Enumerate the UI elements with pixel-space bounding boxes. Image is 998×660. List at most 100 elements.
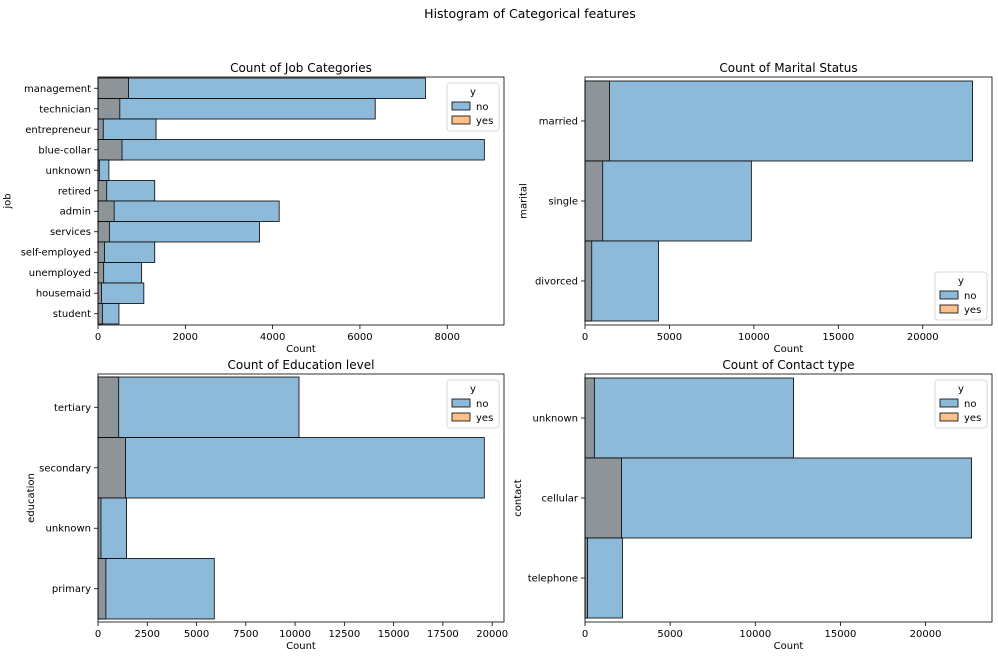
x-tick-label: 8000: [435, 332, 460, 343]
chart-title: Count of Marital Status: [719, 61, 857, 75]
bar-no: [97, 558, 215, 620]
bar-yes: [97, 376, 120, 438]
chart-title: Count of Job Categories: [230, 61, 372, 75]
x-tick-label: 0: [95, 332, 101, 343]
bar-yes: [97, 200, 115, 222]
y-tick-label: blue-collar: [38, 145, 92, 156]
legend-label-no: no: [476, 399, 488, 410]
x-tick-label: 15000: [378, 629, 410, 640]
bar-no: [97, 200, 280, 222]
legend-title: y: [958, 384, 964, 395]
x-tick-label: 5000: [657, 332, 682, 343]
y-tick-label: unknown: [533, 414, 578, 425]
x-tick-label: 10000: [739, 629, 771, 640]
bar-no: [584, 377, 795, 459]
bar-yes: [584, 160, 604, 242]
bar-yes: [97, 221, 110, 243]
x-axis-label: Count: [774, 344, 804, 355]
y-tick-label: unknown: [46, 524, 91, 535]
y-tick-label: divorced: [535, 277, 578, 288]
bar-yes: [584, 377, 595, 459]
bar-yes: [97, 303, 103, 325]
bar-no: [97, 376, 300, 438]
chart-1: management technician entrepreneur blue-col…: [3, 61, 505, 355]
legend: yno yes: [446, 379, 500, 429]
bar-no: [97, 437, 485, 499]
figure-suptitle: Histogram of Categorical features: [424, 6, 636, 21]
y-axis-label: marital: [519, 183, 530, 219]
x-tick-label: 6000: [347, 332, 372, 343]
x-axis-label: Count: [774, 641, 804, 652]
legend-swatch-no: [939, 398, 959, 408]
x-tick-label: 12500: [328, 629, 360, 640]
bar-yes: [97, 98, 121, 120]
legend-label-yes: yes: [964, 305, 981, 316]
bar-no: [584, 240, 659, 322]
bar-no: [97, 497, 127, 559]
x-tick-label: 15000: [822, 332, 854, 343]
legend: yno yes: [934, 379, 988, 429]
bar-no: [97, 221, 260, 243]
legend-label-no: no: [476, 102, 488, 113]
legend-label-no: no: [964, 291, 976, 302]
x-tick-label: 0: [582, 332, 588, 343]
y-axis-label: job: [3, 193, 14, 209]
y-tick-label: student: [53, 309, 91, 320]
y-tick-label: management: [24, 84, 91, 95]
bar-yes: [97, 497, 102, 559]
legend-label-yes: yes: [476, 413, 493, 424]
y-axis-label: contact: [513, 479, 524, 517]
bar-no: [97, 98, 376, 120]
legend: yno yes: [446, 82, 500, 132]
bar-yes: [584, 80, 610, 162]
y-tick-label: unemployed: [29, 268, 91, 279]
x-tick-label: 4000: [260, 332, 285, 343]
x-tick-label: 17500: [427, 629, 459, 640]
x-axis-label: Count: [286, 641, 316, 652]
y-axis-label: education: [26, 473, 37, 523]
chart-2: married single divorced 0 5000 10000 15000 2000…: [519, 61, 993, 355]
y-tick-label: cellular: [541, 494, 578, 505]
bar-no: [584, 457, 972, 539]
legend-title: y: [958, 276, 964, 287]
bar-no: [97, 262, 143, 284]
bar-yes: [97, 180, 108, 202]
bar-yes: [97, 282, 102, 304]
bar-yes: [584, 240, 593, 322]
plot-frame: [97, 373, 505, 623]
chart-4: unknown cellular telephone 0 5000 10000 15000 2…: [513, 358, 993, 652]
bar-yes: [97, 118, 104, 140]
bar-no: [97, 139, 485, 161]
bar-no: [97, 118, 157, 140]
y-tick-label: self-employed: [21, 248, 91, 259]
x-tick-label: 15000: [825, 629, 857, 640]
bar-no: [584, 160, 752, 242]
legend-swatch-yes: [451, 412, 471, 422]
plot-frame: [584, 373, 993, 623]
bar-no: [584, 80, 973, 162]
x-tick-label: 7500: [233, 629, 258, 640]
bar-yes: [97, 437, 126, 499]
y-tick-label: technician: [39, 104, 91, 115]
x-tick-label: 10000: [738, 332, 770, 343]
y-tick-label: primary: [52, 584, 91, 595]
y-tick-label: secondary: [39, 463, 91, 474]
bar-no: [584, 537, 623, 619]
legend-label-yes: yes: [964, 413, 981, 424]
bar-yes: [97, 262, 105, 284]
bar-no: [97, 241, 156, 263]
y-tick-label: entrepreneur: [25, 125, 92, 136]
bar-yes: [97, 77, 129, 99]
y-tick-label: telephone: [528, 574, 578, 585]
y-tick-label: admin: [60, 207, 91, 218]
x-tick-label: 20000: [910, 629, 942, 640]
y-tick-label: married: [539, 117, 578, 128]
x-tick-label: 20000: [907, 332, 939, 343]
chart-title: Count of Education level: [228, 358, 375, 372]
legend-title: y: [470, 87, 476, 98]
y-tick-label: retired: [58, 186, 91, 197]
x-tick-label: 0: [95, 629, 101, 640]
x-axis-label: Count: [286, 344, 316, 355]
bar-no: [97, 282, 145, 304]
